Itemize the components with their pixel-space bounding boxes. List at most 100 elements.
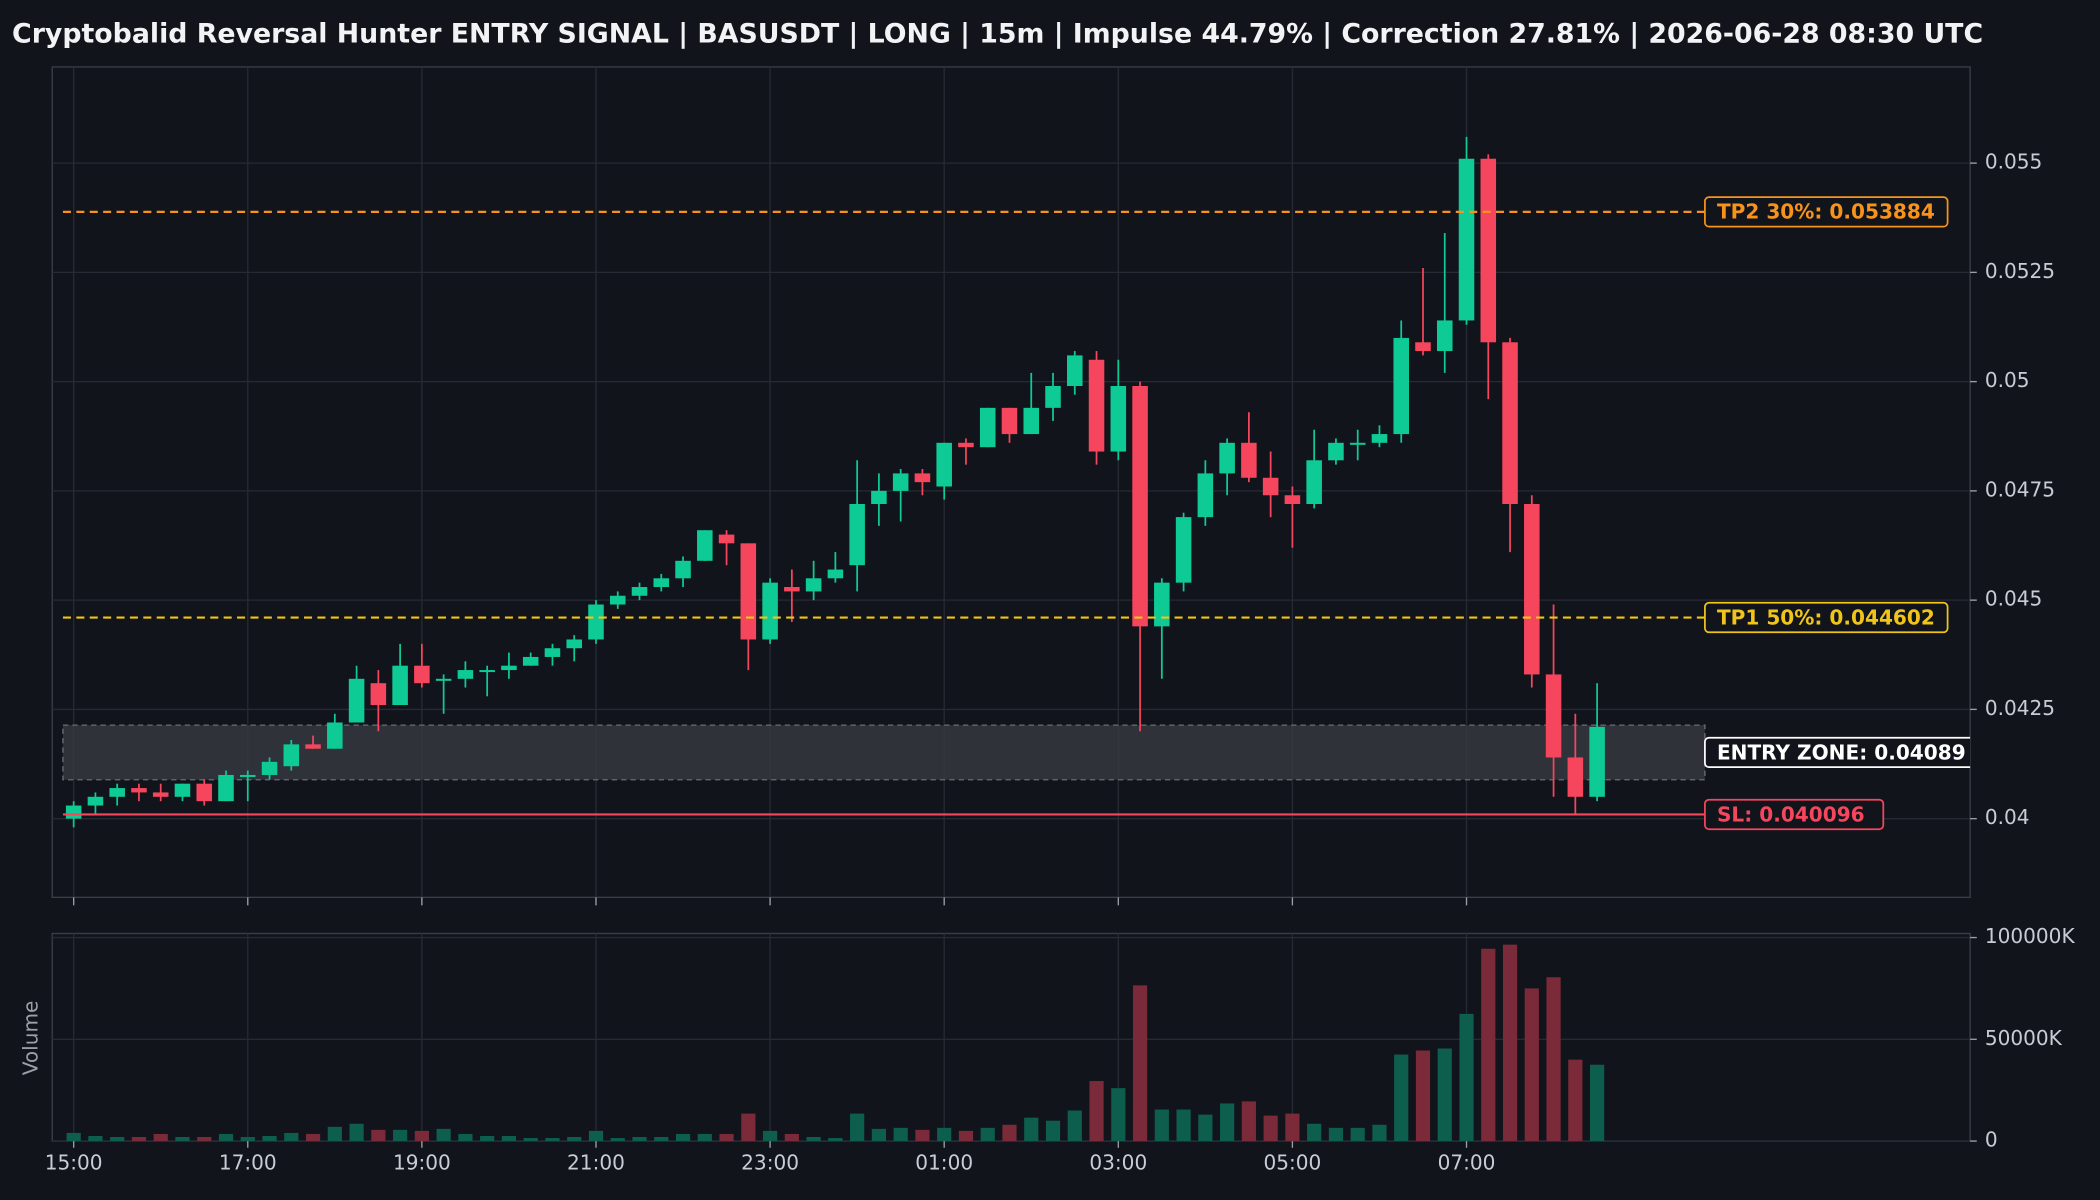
candle-body	[784, 587, 800, 592]
candle-body	[435, 678, 452, 681]
candle-body	[348, 678, 365, 723]
candle-body	[631, 587, 648, 596]
level-label-box	[1704, 601, 1949, 634]
candle-body	[1524, 503, 1540, 675]
volume-bar	[828, 1138, 843, 1142]
volume-bar	[175, 1137, 190, 1142]
candle-body	[1284, 495, 1301, 504]
candle-body	[805, 578, 822, 592]
volume-bar	[893, 1127, 908, 1142]
x-tick-label: 03:00	[1089, 1150, 1147, 1174]
candle-body	[1219, 442, 1235, 474]
candle-body	[697, 530, 713, 561]
volume-bar	[697, 1133, 712, 1142]
volume-bar	[1394, 1054, 1409, 1142]
candle-body	[675, 560, 691, 579]
candle-body	[1328, 442, 1344, 461]
x-tick-label: 17:00	[219, 1150, 277, 1174]
volume-bar	[654, 1137, 669, 1142]
x-tick-label: 05:00	[1263, 1150, 1321, 1174]
candle-body	[522, 656, 539, 666]
candle-body	[1001, 407, 1018, 435]
volume-bar	[284, 1132, 299, 1142]
candle-body	[457, 670, 474, 679]
volume-bar	[1198, 1114, 1213, 1142]
volume-bar	[305, 1133, 321, 1142]
candle-body	[1067, 355, 1083, 386]
volume-bar	[393, 1129, 408, 1142]
volume-bar	[806, 1137, 821, 1142]
candle-body	[1349, 442, 1366, 445]
level-label-box	[1704, 798, 1885, 831]
candle-body	[1154, 582, 1170, 627]
volume-bar	[1568, 1059, 1583, 1142]
x-tick-label: 07:00	[1438, 1150, 1496, 1174]
level-label: TP1 50%: 0.044602	[1717, 605, 1935, 629]
entry-label-box	[1704, 736, 1971, 769]
candle-body	[1306, 460, 1322, 504]
candle-body	[588, 604, 604, 640]
candle-body	[501, 665, 517, 671]
volume-bar	[1024, 1117, 1039, 1142]
candle-body	[566, 639, 582, 649]
volume-bar	[1589, 1064, 1605, 1142]
level-label: TP2 30%: 0.053884	[1717, 200, 1935, 224]
volume-bar	[1307, 1123, 1322, 1142]
x-tick-label: 23:00	[741, 1150, 799, 1174]
candle-body	[544, 648, 561, 657]
entry-label: ENTRY ZONE: 0.04089	[1717, 740, 1966, 764]
volume-bar	[545, 1138, 560, 1142]
volume-bar	[915, 1129, 930, 1142]
candle-body	[1589, 726, 1605, 797]
y-tick-label: 50000K	[1985, 1026, 2063, 1050]
volume-bar	[675, 1133, 691, 1142]
volume-bar	[327, 1126, 342, 1142]
candle-body	[1023, 407, 1040, 435]
candle-body	[479, 670, 495, 673]
volume-bar	[240, 1137, 255, 1142]
y-tick-label: 0.04	[1985, 805, 2030, 829]
candle-body	[414, 665, 430, 684]
candle-body	[958, 442, 974, 448]
candle-body	[370, 683, 387, 706]
candle-body	[1567, 757, 1584, 797]
volume-bar	[458, 1133, 473, 1142]
volume-bar	[588, 1130, 604, 1142]
volume-bar	[1220, 1103, 1235, 1142]
candle-body	[936, 442, 952, 487]
level-label: SL: 0.040096	[1717, 802, 1865, 826]
entry-label-group: ENTRY ZONE: 0.04089	[1704, 736, 1971, 769]
volume-bar	[414, 1130, 429, 1142]
candle-body	[1393, 337, 1409, 435]
y-tick-label: 0.045	[1985, 587, 2042, 611]
volume-bar	[1132, 985, 1148, 1142]
candle-body	[718, 534, 735, 544]
candle-body	[871, 490, 887, 504]
candle-body	[1436, 320, 1453, 352]
entry-zone	[62, 724, 1706, 781]
y-tick-label: 0.055	[1985, 150, 2042, 174]
y-tick-label: 0.0475	[1985, 477, 2055, 501]
candle-body	[196, 783, 213, 802]
x-tick-label: 19:00	[393, 1150, 451, 1174]
candle-body	[1480, 158, 1497, 343]
y-tick-label: 0.0425	[1985, 696, 2055, 720]
volume-bar	[1089, 1081, 1104, 1142]
volume-bar	[1067, 1110, 1082, 1142]
volume-bar	[110, 1137, 125, 1142]
volume-bar	[218, 1133, 234, 1142]
volume-bar	[871, 1128, 887, 1142]
volume-bar	[1241, 1101, 1256, 1142]
candle-body	[653, 578, 670, 588]
candle-body	[283, 744, 300, 767]
candle-body	[1175, 517, 1192, 583]
y-tick-label: 0	[1985, 1128, 1998, 1152]
candle-body	[305, 744, 321, 749]
candle-body	[849, 503, 865, 566]
candle-body	[65, 805, 82, 819]
candle-body	[762, 582, 778, 640]
candle-body	[914, 473, 931, 483]
volume-bar	[1350, 1127, 1365, 1142]
candle-body	[1371, 434, 1388, 443]
